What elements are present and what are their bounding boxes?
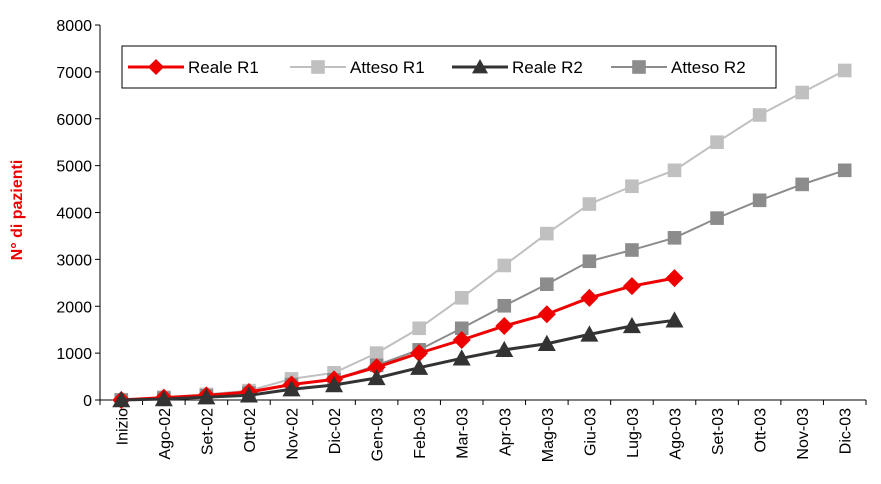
data-point-reale-r2	[112, 391, 131, 408]
data-point-atteso-r1	[412, 321, 426, 336]
data-point-reale-r1	[367, 358, 386, 377]
legend-marker	[472, 59, 488, 74]
x-tick-label: Nov-02	[285, 408, 302, 460]
legend: Reale R1 Atteso R1 Reale R2 Atteso R2	[121, 45, 777, 89]
data-point-atteso-r2	[837, 163, 852, 178]
y-tick-label: 5000	[56, 159, 92, 176]
x-tick-label: Set-03	[710, 408, 727, 455]
legend-marker	[148, 59, 164, 75]
legend-marker	[632, 60, 646, 74]
data-point-atteso-r1	[540, 226, 554, 241]
x-tick-label: Set-02	[199, 408, 216, 455]
legend-item-atteso-r2: Atteso R2	[611, 58, 746, 77]
data-point-atteso-r2	[540, 277, 554, 292]
x-tick-label: Ago-03	[668, 408, 685, 460]
legend-label: Reale R2	[512, 58, 583, 77]
y-tick-label: 0	[83, 393, 92, 410]
y-tick-label: 6000	[56, 112, 92, 129]
data-point-atteso-r1	[625, 179, 639, 194]
data-point-reale-r2	[580, 325, 599, 342]
series-line-atteso-r1	[121, 69, 846, 401]
data-point-reale-r2	[622, 316, 641, 334]
data-point-reale-r2	[239, 386, 258, 403]
data-point-reale-r1	[495, 316, 514, 335]
x-tick-label: Mag-03	[540, 408, 557, 462]
data-point-reale-r2	[325, 376, 344, 393]
y-tick-label: 1000	[56, 346, 92, 363]
data-point-reale-r1	[410, 344, 429, 363]
y-tick-label: 2000	[56, 299, 92, 316]
data-point-atteso-r2	[710, 211, 724, 225]
series-reale-r2	[112, 311, 684, 408]
data-point-reale-r2	[665, 311, 684, 328]
y-axis-label: N° di pazienti	[9, 160, 26, 261]
legend-marker	[311, 60, 325, 74]
x-tick-label: Ott-03	[753, 408, 770, 453]
data-point-atteso-r1	[795, 85, 809, 100]
data-point-atteso-r2	[667, 231, 682, 245]
series-line-atteso-r2	[121, 169, 846, 401]
data-point-reale-r1	[665, 269, 684, 288]
data-point-reale-r2	[495, 340, 514, 358]
data-point-reale-r2	[282, 380, 301, 397]
data-point-atteso-r1	[497, 258, 512, 273]
legend-item-reale-r2: Reale R2	[452, 58, 583, 77]
x-tick-label: Dic-03	[838, 408, 855, 454]
data-point-reale-r1	[537, 305, 556, 324]
legend-item-atteso-r1: Atteso R1	[290, 58, 425, 77]
data-point-atteso-r1	[369, 346, 384, 360]
x-tick-label: Mar-03	[455, 408, 472, 459]
legend-label: Reale R1	[188, 58, 259, 77]
data-point-atteso-r2	[625, 243, 639, 257]
legend-item-reale-r1: Reale R1	[128, 58, 259, 77]
data-point-atteso-r1	[710, 135, 724, 149]
series-reale-r1	[112, 269, 684, 409]
legend-label: Atteso R2	[671, 58, 746, 77]
data-point-atteso-r1	[837, 63, 852, 78]
data-point-atteso-r1	[454, 291, 469, 305]
x-tick-label: Lug-03	[625, 408, 642, 458]
y-tick-label: 7000	[56, 65, 92, 82]
data-point-atteso-r2	[454, 321, 469, 336]
series-line-reale-r2	[121, 318, 675, 402]
x-axis: Inizio Ago-02 Set-02 Ott-02 Nov-02 Dic-02 Gen-…	[99, 399, 867, 462]
data-point-reale-r1	[622, 277, 641, 296]
data-point-reale-r2	[452, 349, 471, 366]
data-point-atteso-r2	[497, 298, 512, 313]
data-point-atteso-r1	[667, 163, 682, 178]
y-tick-label: 8000	[56, 18, 92, 35]
data-point-reale-r2	[197, 388, 216, 405]
x-tick-label: Ago-02	[157, 408, 174, 460]
y-axis: 0 1000 2000 3000 4000 5000 6000 7000 8000	[56, 18, 101, 410]
data-point-reale-r2	[410, 358, 429, 375]
data-point-reale-r2	[537, 334, 556, 351]
series-atteso-r2	[114, 163, 852, 407]
x-tick-label: Feb-03	[412, 408, 429, 459]
data-point-atteso-r1	[752, 108, 767, 122]
x-tick-label: Gen-03	[370, 408, 387, 461]
legend-label: Atteso R1	[350, 58, 425, 77]
x-tick-label: Apr-03	[497, 408, 514, 456]
y-tick-label: 3000	[56, 252, 92, 269]
data-point-reale-r1	[580, 288, 599, 307]
data-point-atteso-r2	[795, 177, 809, 192]
x-tick-label: Giu-03	[582, 408, 599, 456]
data-point-atteso-r2	[582, 254, 597, 269]
data-point-reale-r2	[154, 390, 173, 407]
data-point-reale-r1	[452, 331, 471, 349]
x-tick-label: Ott-02	[242, 408, 259, 453]
data-point-atteso-r1	[582, 197, 597, 211]
data-point-atteso-r2	[752, 193, 767, 208]
data-point-reale-r2	[367, 368, 386, 386]
series-layer	[112, 63, 852, 409]
x-tick-label: Inizio	[114, 408, 131, 445]
x-tick-label: Dic-02	[327, 408, 344, 454]
y-tick-label: 4000	[56, 206, 92, 223]
x-tick-label: Nov-03	[795, 408, 812, 460]
